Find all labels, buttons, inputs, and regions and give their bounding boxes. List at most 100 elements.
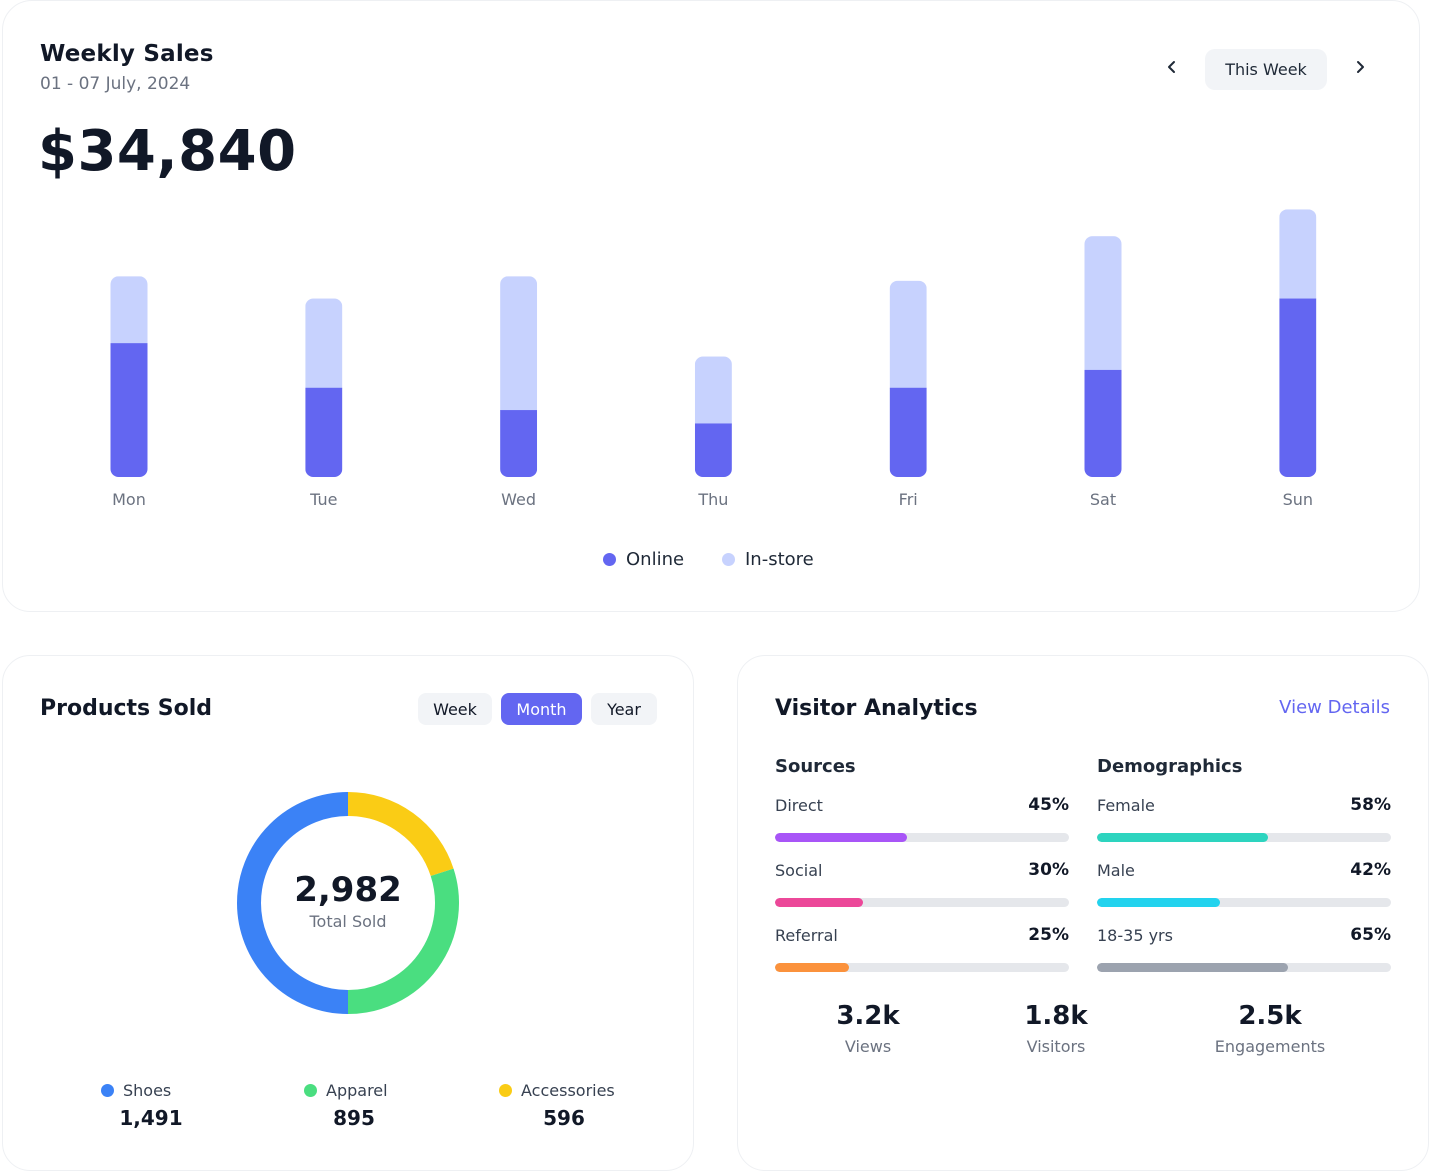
bar-online-mon [110,343,148,477]
category-label: Apparel [326,1081,388,1100]
category-value: 596 [543,1106,585,1130]
products-sold-title: Products Sold [40,696,213,721]
bar-online-sun [1279,298,1317,477]
bar-group-sat: Sat [1084,236,1122,509]
metric-value: 65% [1350,925,1391,945]
chevron-left-icon [1168,61,1175,73]
donut-center: 2,982 Total Sold [236,791,460,1015]
metric-label: Female [1097,795,1155,815]
weekly-sales-card: Weekly Sales 01 - 07 July, 2024 $34,840 … [2,0,1420,612]
demographic-male: Male 42% [1097,860,1391,907]
metric-label: Social [775,860,823,880]
category-value: 1,491 [119,1106,183,1130]
category-label: Accessories [521,1081,615,1100]
category-apparel: Apparel 895 [304,1081,404,1130]
category-accessories: Accessories 596 [499,1081,629,1130]
bar-online-tue [305,387,343,477]
category-swatch-shoes [101,1084,114,1097]
tab-year[interactable]: Year [591,693,657,725]
weekly-sales-bar-chart: Mon Tue Wed Thu Fri Sat Sun [110,209,1317,509]
bar-instore-thu [694,356,732,425]
donut-total-value: 2,982 [294,869,402,910]
x-tick-label: Thu [697,490,728,509]
tab-month[interactable]: Month [501,693,582,725]
category-label: Shoes [123,1081,172,1100]
donut-total-label: Total Sold [309,911,387,931]
metric-value: 30% [1028,860,1069,880]
bar-online-sat [1084,369,1122,477]
x-tick-label: Tue [309,490,337,509]
metric-value: 42% [1350,860,1391,880]
metric-label: 18-35 yrs [1097,925,1173,945]
bar-instore-tue [305,298,343,389]
legend-item-online: Online [603,549,684,570]
progress-fill [775,833,908,842]
next-week-button[interactable] [1346,53,1374,81]
bar-instore-sun [1279,209,1317,300]
progress-fill [1097,963,1289,972]
weekly-sales-title: Weekly Sales [40,41,214,67]
stat-engagements: 2.5k Engagements [1200,1001,1340,1056]
x-tick-label: Wed [501,490,536,509]
category-value: 895 [333,1106,375,1130]
stat-visitors: 1.8k Visitors [1006,1001,1106,1056]
category-shoes: Shoes 1,491 [101,1081,201,1130]
metric-label: Male [1097,860,1135,880]
stat-label: Views [844,1037,892,1056]
sales-total: $34,840 [38,119,297,184]
bar-online-wed [500,410,538,477]
x-tick-label: Sat [1090,490,1116,509]
stat-label: Visitors [1026,1037,1086,1056]
bar-group-fri: Fri [889,280,927,509]
stat-value: 1.8k [1024,1001,1088,1031]
demographic-female: Female 58% [1097,795,1391,842]
bar-instore-mon [110,276,148,345]
progress-track [775,963,1069,972]
visitor-analytics-title: Visitor Analytics [775,696,978,721]
progress-fill [775,898,864,907]
legend-label: In-store [745,549,814,570]
source-direct: Direct 45% [775,795,1069,842]
stat-label: Engagements [1214,1037,1326,1056]
sources-title: Sources [775,756,856,777]
bar-instore-fri [889,280,927,389]
bar-group-sun: Sun [1279,209,1317,509]
period-selector-button[interactable]: This Week [1205,49,1327,90]
bar-instore-wed [500,276,538,412]
legend-item-instore: In-store [722,549,814,570]
source-social: Social 30% [775,860,1069,907]
bar-group-mon: Mon [110,276,148,509]
progress-fill [775,963,849,972]
demographics-title: Demographics [1097,756,1243,777]
category-swatch-apparel [304,1084,317,1097]
products-sold-card: Products Sold Week Month Year 2,982 Tota… [2,655,694,1171]
visitor-analytics-card: Visitor Analytics View Details Sources D… [737,655,1429,1171]
progress-track [1097,898,1391,907]
bar-instore-sat [1084,236,1122,371]
stat-value: 3.2k [836,1001,900,1031]
metric-value: 58% [1350,795,1391,815]
category-swatch-accessories [499,1084,512,1097]
donut-slice-apparel [347,868,459,1014]
source-referral: Referral 25% [775,925,1069,972]
bar-group-wed: Wed [500,276,538,509]
bar-group-tue: Tue [305,298,343,509]
progress-track [1097,963,1391,972]
x-tick-label: Fri [899,490,918,509]
date-range: 01 - 07 July, 2024 [40,74,191,94]
chevron-right-icon [1357,61,1364,73]
bar-group-thu: Thu [694,356,732,509]
metric-value: 25% [1028,925,1069,945]
progress-track [1097,833,1391,842]
previous-week-button[interactable] [1158,53,1186,81]
progress-fill [1097,898,1221,907]
metric-value: 45% [1028,795,1069,815]
progress-track [775,833,1069,842]
view-details-link[interactable]: View Details [1279,697,1390,718]
products-donut-chart [237,792,459,1014]
progress-track [775,898,1069,907]
tab-week[interactable]: Week [418,693,492,725]
legend-label: Online [626,549,685,570]
x-tick-label: Mon [112,490,146,509]
stat-value: 2.5k [1238,1001,1302,1031]
